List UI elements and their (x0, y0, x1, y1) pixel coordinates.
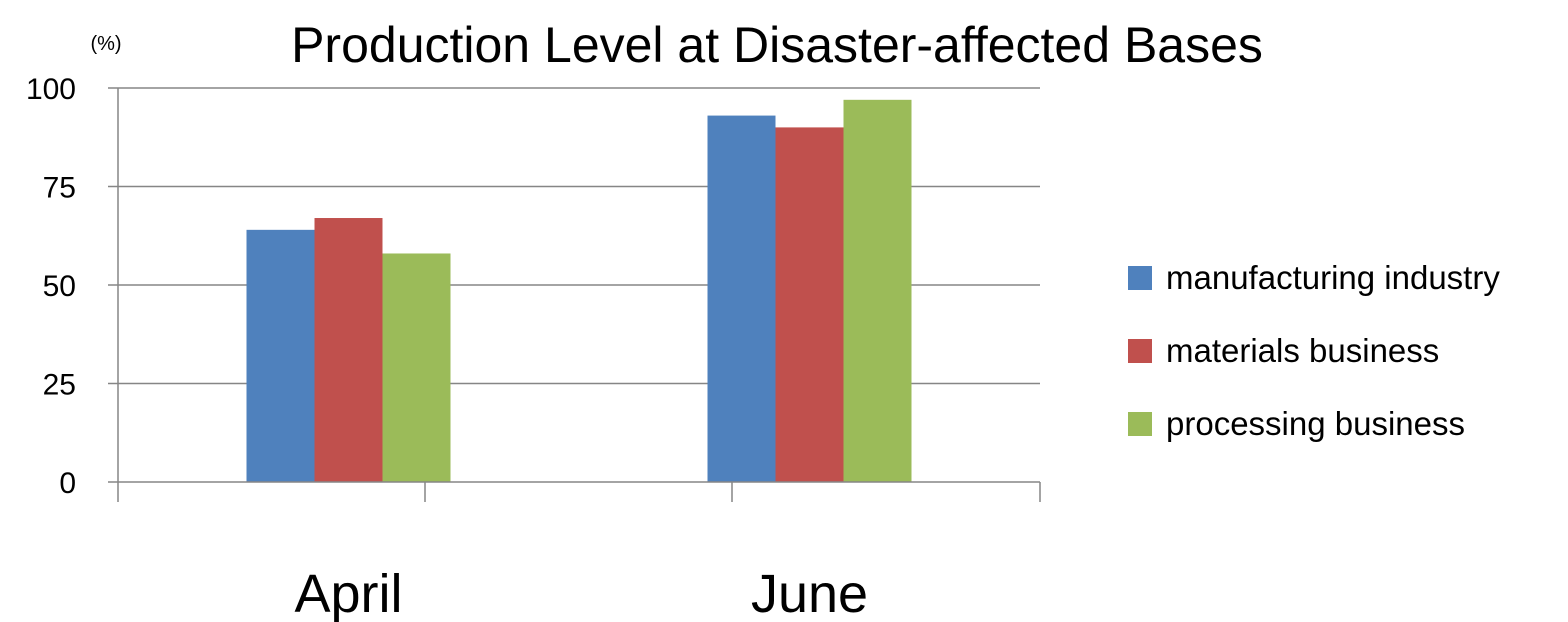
bars (247, 100, 912, 482)
y-tick-label: 25 (43, 369, 76, 402)
y-tick-label: 0 (59, 467, 76, 500)
y-tick-label: 50 (43, 270, 76, 303)
bar-manufacturing-industry-april (247, 230, 315, 482)
legend-label: processing business (1166, 405, 1465, 442)
legend: manufacturing industry materials business… (1128, 259, 1500, 442)
legend-swatch (1128, 266, 1152, 290)
bar-materials-business-june (776, 127, 844, 482)
chart-title: Production Level at Disaster-affected Ba… (291, 17, 1263, 73)
legend-swatch (1128, 339, 1152, 363)
bar-processing-business-april (383, 253, 451, 482)
legend-label: materials business (1166, 332, 1439, 369)
y-tick-label: 100 (26, 73, 76, 106)
bar-processing-business-june (844, 100, 912, 482)
category-label: April (294, 564, 402, 622)
category-label: June (751, 564, 868, 622)
bar-manufacturing-industry-june (708, 116, 776, 482)
legend-label: manufacturing industry (1166, 259, 1500, 296)
y-axis-unit-label: (%) (90, 33, 121, 55)
legend-swatch (1128, 412, 1152, 436)
y-axis-tick-labels: 0 25 50 75 100 (26, 73, 76, 500)
y-tick-label: 75 (43, 172, 76, 205)
x-axis-category-labels: April June (294, 564, 868, 622)
bar-materials-business-april (315, 218, 383, 482)
